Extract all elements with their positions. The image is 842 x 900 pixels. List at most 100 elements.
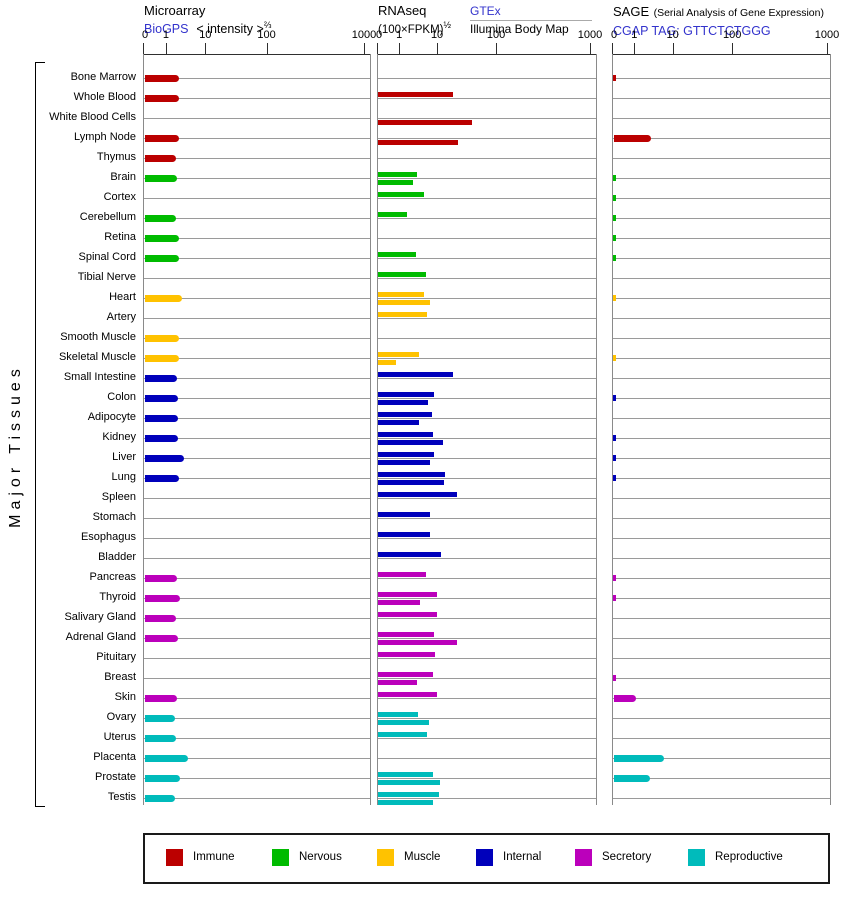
rnaseq-gtex-bar — [378, 452, 435, 457]
row-line — [144, 618, 370, 619]
sage-header: SAGE (Serial Analysis of Gene Expression… — [613, 3, 824, 40]
microarray-bar — [145, 635, 178, 642]
rnaseq-gtex-bar — [378, 392, 435, 397]
tissue-label: Prostate — [95, 771, 136, 783]
sage-tick-mark — [613, 595, 616, 601]
row-line — [378, 738, 596, 739]
axis-tick — [827, 43, 828, 54]
cgap-tag-link[interactable]: CGAP TAG: GTTCTCTGGG — [613, 24, 771, 38]
legend-swatch-secretory — [575, 849, 592, 866]
row-line — [613, 678, 830, 679]
microarray-bar — [145, 775, 181, 782]
legend: Immune Nervous Muscle Internal Secretory Repr… — [143, 833, 830, 884]
row-line — [613, 458, 830, 459]
tissue-label: Adrenal Gland — [65, 631, 136, 643]
microarray-bar — [145, 715, 175, 722]
row-line — [613, 198, 830, 199]
tissue-label: Kidney — [102, 431, 136, 443]
tissue-label: Tibial Nerve — [77, 271, 136, 283]
sage-title: SAGE — [613, 4, 650, 19]
rnaseq-gtex-bar — [378, 732, 427, 737]
tissue-label: Brain — [110, 171, 136, 183]
axis-tick — [437, 43, 439, 54]
tissue-label: White Blood Cells — [49, 111, 136, 123]
row-line — [613, 798, 830, 799]
tissue-label: Testis — [107, 791, 136, 803]
row-line — [613, 158, 830, 159]
row-line — [613, 738, 830, 739]
sage-note: (Serial Analysis of Gene Expression) — [653, 7, 824, 19]
sage-tick-mark — [613, 575, 616, 581]
tissue-label: Ovary — [106, 711, 136, 723]
gtex-link[interactable]: GTEx — [470, 4, 501, 18]
rnaseq-gtex-bar — [378, 252, 416, 257]
rnaseq-gtex-bar — [378, 772, 433, 777]
axis-tick — [143, 43, 144, 54]
tissue-label: Breast — [104, 671, 136, 683]
row-line — [144, 598, 370, 599]
rnaseq-gtex-bar — [378, 372, 454, 377]
rnaseq-gtex-bar — [378, 92, 454, 97]
microarray-bar — [145, 255, 180, 262]
row-line — [144, 698, 370, 699]
row-line — [378, 158, 596, 159]
tissue-label: Skeletal Muscle — [58, 351, 136, 363]
axis-tick — [377, 43, 378, 54]
microarray-bar — [145, 455, 185, 462]
rnaseq-sources: GTEx Illumina Body Map — [470, 2, 592, 36]
legend-swatch-muscle — [377, 849, 394, 866]
row-line — [378, 798, 596, 799]
rnaseq-illumina-bar — [378, 640, 458, 645]
row-line — [378, 138, 596, 139]
microarray-header: Microarray BioGPS < intensity >⅔ — [144, 3, 271, 38]
row-line — [378, 678, 596, 679]
row-line — [378, 438, 596, 439]
axis-tick — [165, 43, 167, 54]
microarray-bar — [145, 575, 177, 582]
row-line — [144, 398, 370, 399]
row-line — [144, 458, 370, 459]
row-line — [613, 98, 830, 99]
sage-bar — [614, 695, 636, 702]
row-line — [613, 538, 830, 539]
axis-tick-label: 100 — [257, 29, 276, 41]
row-line — [613, 698, 830, 699]
row-line — [378, 558, 596, 559]
row-line — [378, 698, 596, 699]
panel-right-border — [830, 54, 831, 805]
row-line — [613, 298, 830, 299]
axis-tick-label: 10 — [199, 29, 212, 41]
tissue-label: Thyroid — [99, 591, 136, 603]
row-line — [144, 478, 370, 479]
row-line — [613, 478, 830, 479]
row-line — [613, 578, 830, 579]
illumina-body-map-label: Illumina Body Map — [470, 20, 592, 36]
row-line — [613, 318, 830, 319]
rnaseq-gtex-bar — [378, 692, 437, 697]
microarray-bar — [145, 435, 178, 442]
row-line — [144, 658, 370, 659]
rnaseq-gtex-bar — [378, 292, 425, 297]
biogps-link[interactable]: BioGPS — [144, 22, 189, 37]
sage-tick-mark — [613, 195, 616, 201]
rnaseq-gtex-bar — [378, 512, 431, 517]
row-line — [144, 418, 370, 419]
row-line — [613, 258, 830, 259]
rnaseq-gtex-bar — [378, 572, 426, 577]
row-line — [144, 738, 370, 739]
rnaseq-gtex-bar — [378, 712, 419, 717]
row-line — [378, 198, 596, 199]
microarray-bar — [145, 95, 180, 102]
microarray-bar — [145, 175, 177, 182]
major-tissues-bracket — [35, 62, 36, 807]
axis-tick-label: 1 — [162, 29, 170, 41]
row-line — [378, 398, 596, 399]
tissue-label: Spleen — [101, 491, 136, 503]
rnaseq-gtex-bar — [378, 672, 433, 677]
row-line — [144, 158, 370, 159]
axis-tick-label: 100 — [722, 29, 742, 41]
row-line — [144, 138, 370, 139]
row-line — [378, 298, 596, 299]
row-line — [144, 638, 370, 639]
sage-bar — [614, 135, 652, 142]
